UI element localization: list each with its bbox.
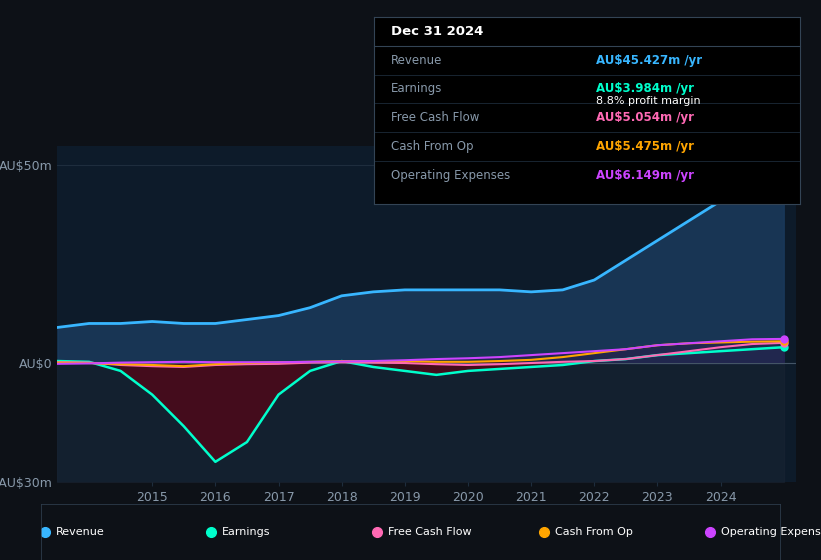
Text: AU$5.054m /yr: AU$5.054m /yr (595, 111, 694, 124)
Text: Cash From Op: Cash From Op (391, 140, 473, 153)
Text: AU$5.475m /yr: AU$5.475m /yr (595, 140, 694, 153)
Text: Cash From Op: Cash From Op (555, 527, 632, 537)
Text: Free Cash Flow: Free Cash Flow (391, 111, 479, 124)
Text: AU$45.427m /yr: AU$45.427m /yr (595, 54, 702, 67)
Text: Dec 31 2024: Dec 31 2024 (391, 25, 483, 38)
Text: AU$3.984m /yr: AU$3.984m /yr (595, 82, 694, 95)
Text: Operating Expenses: Operating Expenses (391, 169, 510, 182)
Text: Revenue: Revenue (56, 527, 104, 537)
Text: Earnings: Earnings (391, 82, 442, 95)
Text: Earnings: Earnings (222, 527, 271, 537)
Text: Operating Expenses: Operating Expenses (721, 527, 821, 537)
Text: Free Cash Flow: Free Cash Flow (388, 527, 472, 537)
Text: Revenue: Revenue (391, 54, 442, 67)
Text: 8.8% profit margin: 8.8% profit margin (595, 96, 700, 106)
Text: AU$6.149m /yr: AU$6.149m /yr (595, 169, 694, 182)
